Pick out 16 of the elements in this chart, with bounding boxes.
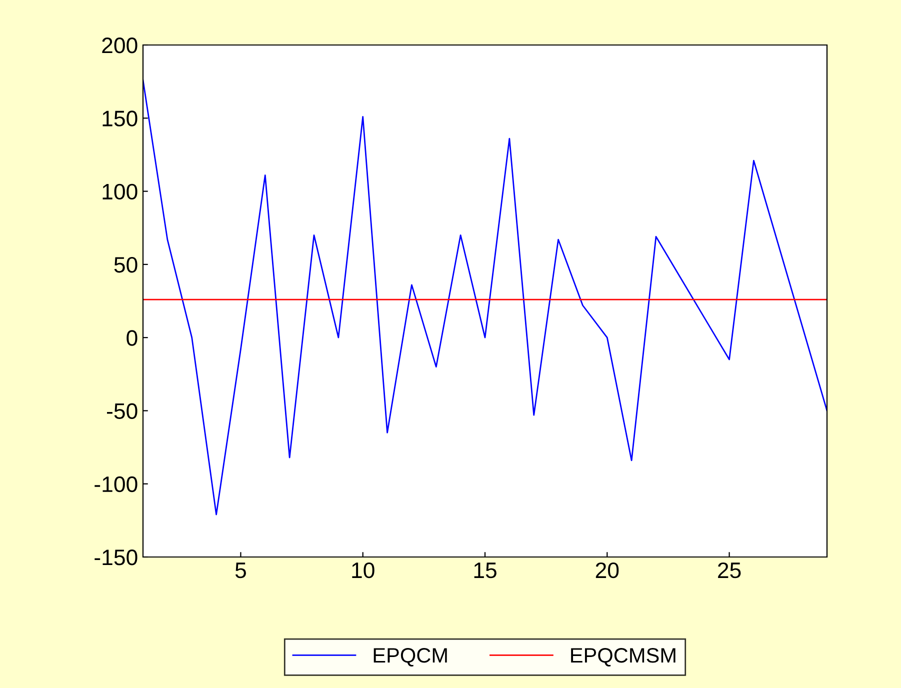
x-tick-label: 15 <box>474 562 496 578</box>
legend-label: EPQCM <box>374 648 447 666</box>
x-tick-label: 5 <box>235 562 246 578</box>
y-tick-label: 150 <box>102 110 138 126</box>
y-tick-label: 100 <box>102 184 138 200</box>
x-tick-label: 10 <box>352 562 374 578</box>
y-tick-label: -50 <box>107 403 138 419</box>
x-tick-label: 25 <box>718 562 741 578</box>
y-tick-label: 50 <box>114 256 138 273</box>
legend-label: EPQCMSM <box>571 648 676 666</box>
x-tick-label: 20 <box>596 562 619 578</box>
y-tick-label: 200 <box>102 38 138 54</box>
y-tick-label: -100 <box>94 476 138 492</box>
y-tick-label: -150 <box>94 550 138 566</box>
line-series <box>143 79 827 516</box>
y-tick-label: 0 <box>126 330 138 346</box>
